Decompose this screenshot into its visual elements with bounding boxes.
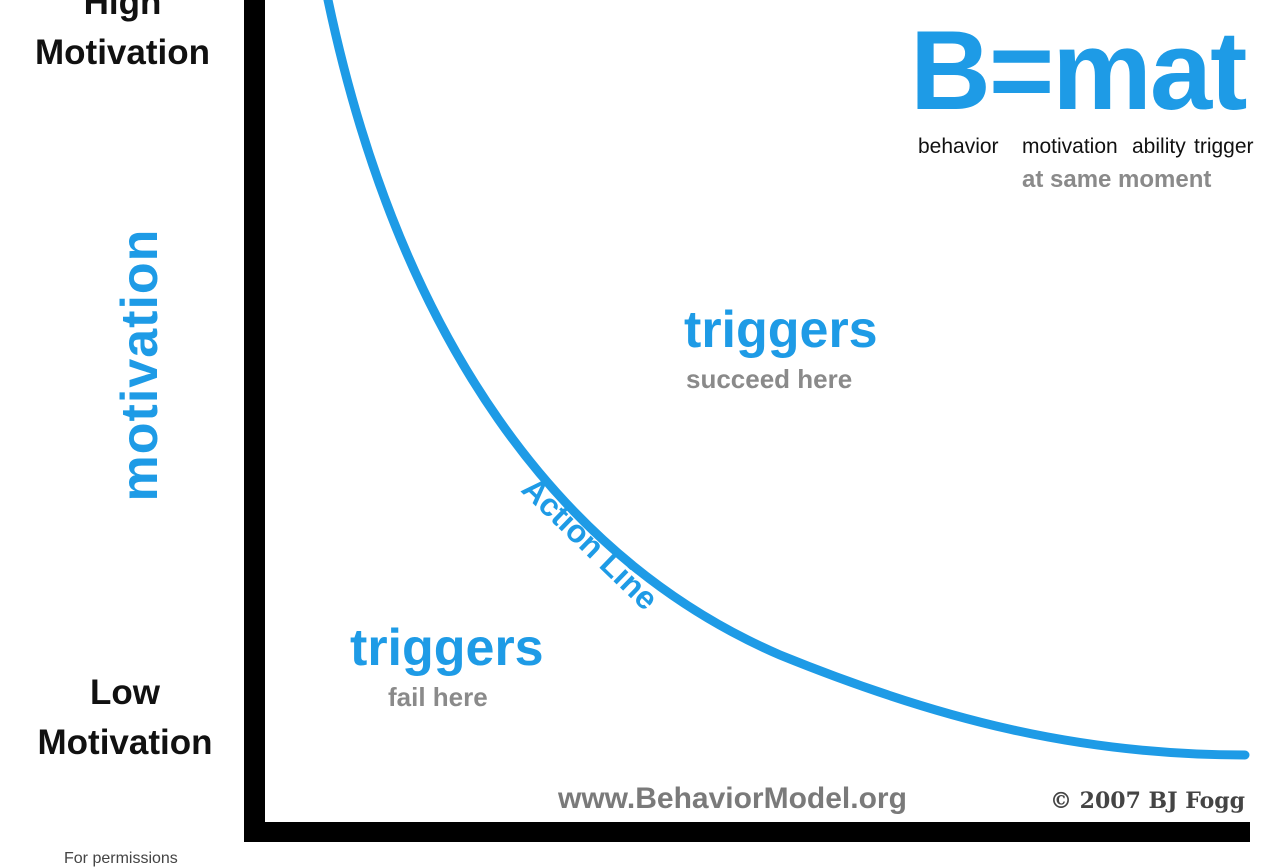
equation-note: at same moment <box>1022 166 1212 193</box>
term-ability: ability <box>1132 135 1186 158</box>
triggers-succeed-subtitle: succeed here <box>686 364 853 394</box>
website-link[interactable]: www.BehaviorModel.org <box>558 782 907 815</box>
permissions-text: For permissions <box>64 850 178 867</box>
action-line-curve <box>323 0 1250 760</box>
low-label-line-2: Motivation <box>37 723 213 762</box>
x-axis-line <box>244 822 1250 842</box>
term-motivation: motivation <box>1022 135 1118 158</box>
equation-terms: behavior motivation ability trigger <box>918 135 1254 159</box>
triggers-fail-subtitle: fail here <box>388 682 488 712</box>
term-behavior: behavior <box>918 135 999 158</box>
high-label-line-2: Motivation <box>35 33 210 72</box>
high-label-line-1: High <box>83 0 162 22</box>
triggers-fail-title: triggers <box>350 619 544 677</box>
copyright-text: © 2007 BJ Fogg <box>1050 788 1246 814</box>
high-motivation-label: High Motivation <box>0 0 245 78</box>
low-motivation-label: Low Motivation <box>0 668 250 768</box>
term-trigger: trigger <box>1194 135 1254 158</box>
low-label-line-1: Low <box>90 673 160 712</box>
equation-formula: B=mat <box>910 8 1247 133</box>
y-axis-line <box>244 0 265 840</box>
triggers-succeed-title: triggers <box>684 301 878 359</box>
